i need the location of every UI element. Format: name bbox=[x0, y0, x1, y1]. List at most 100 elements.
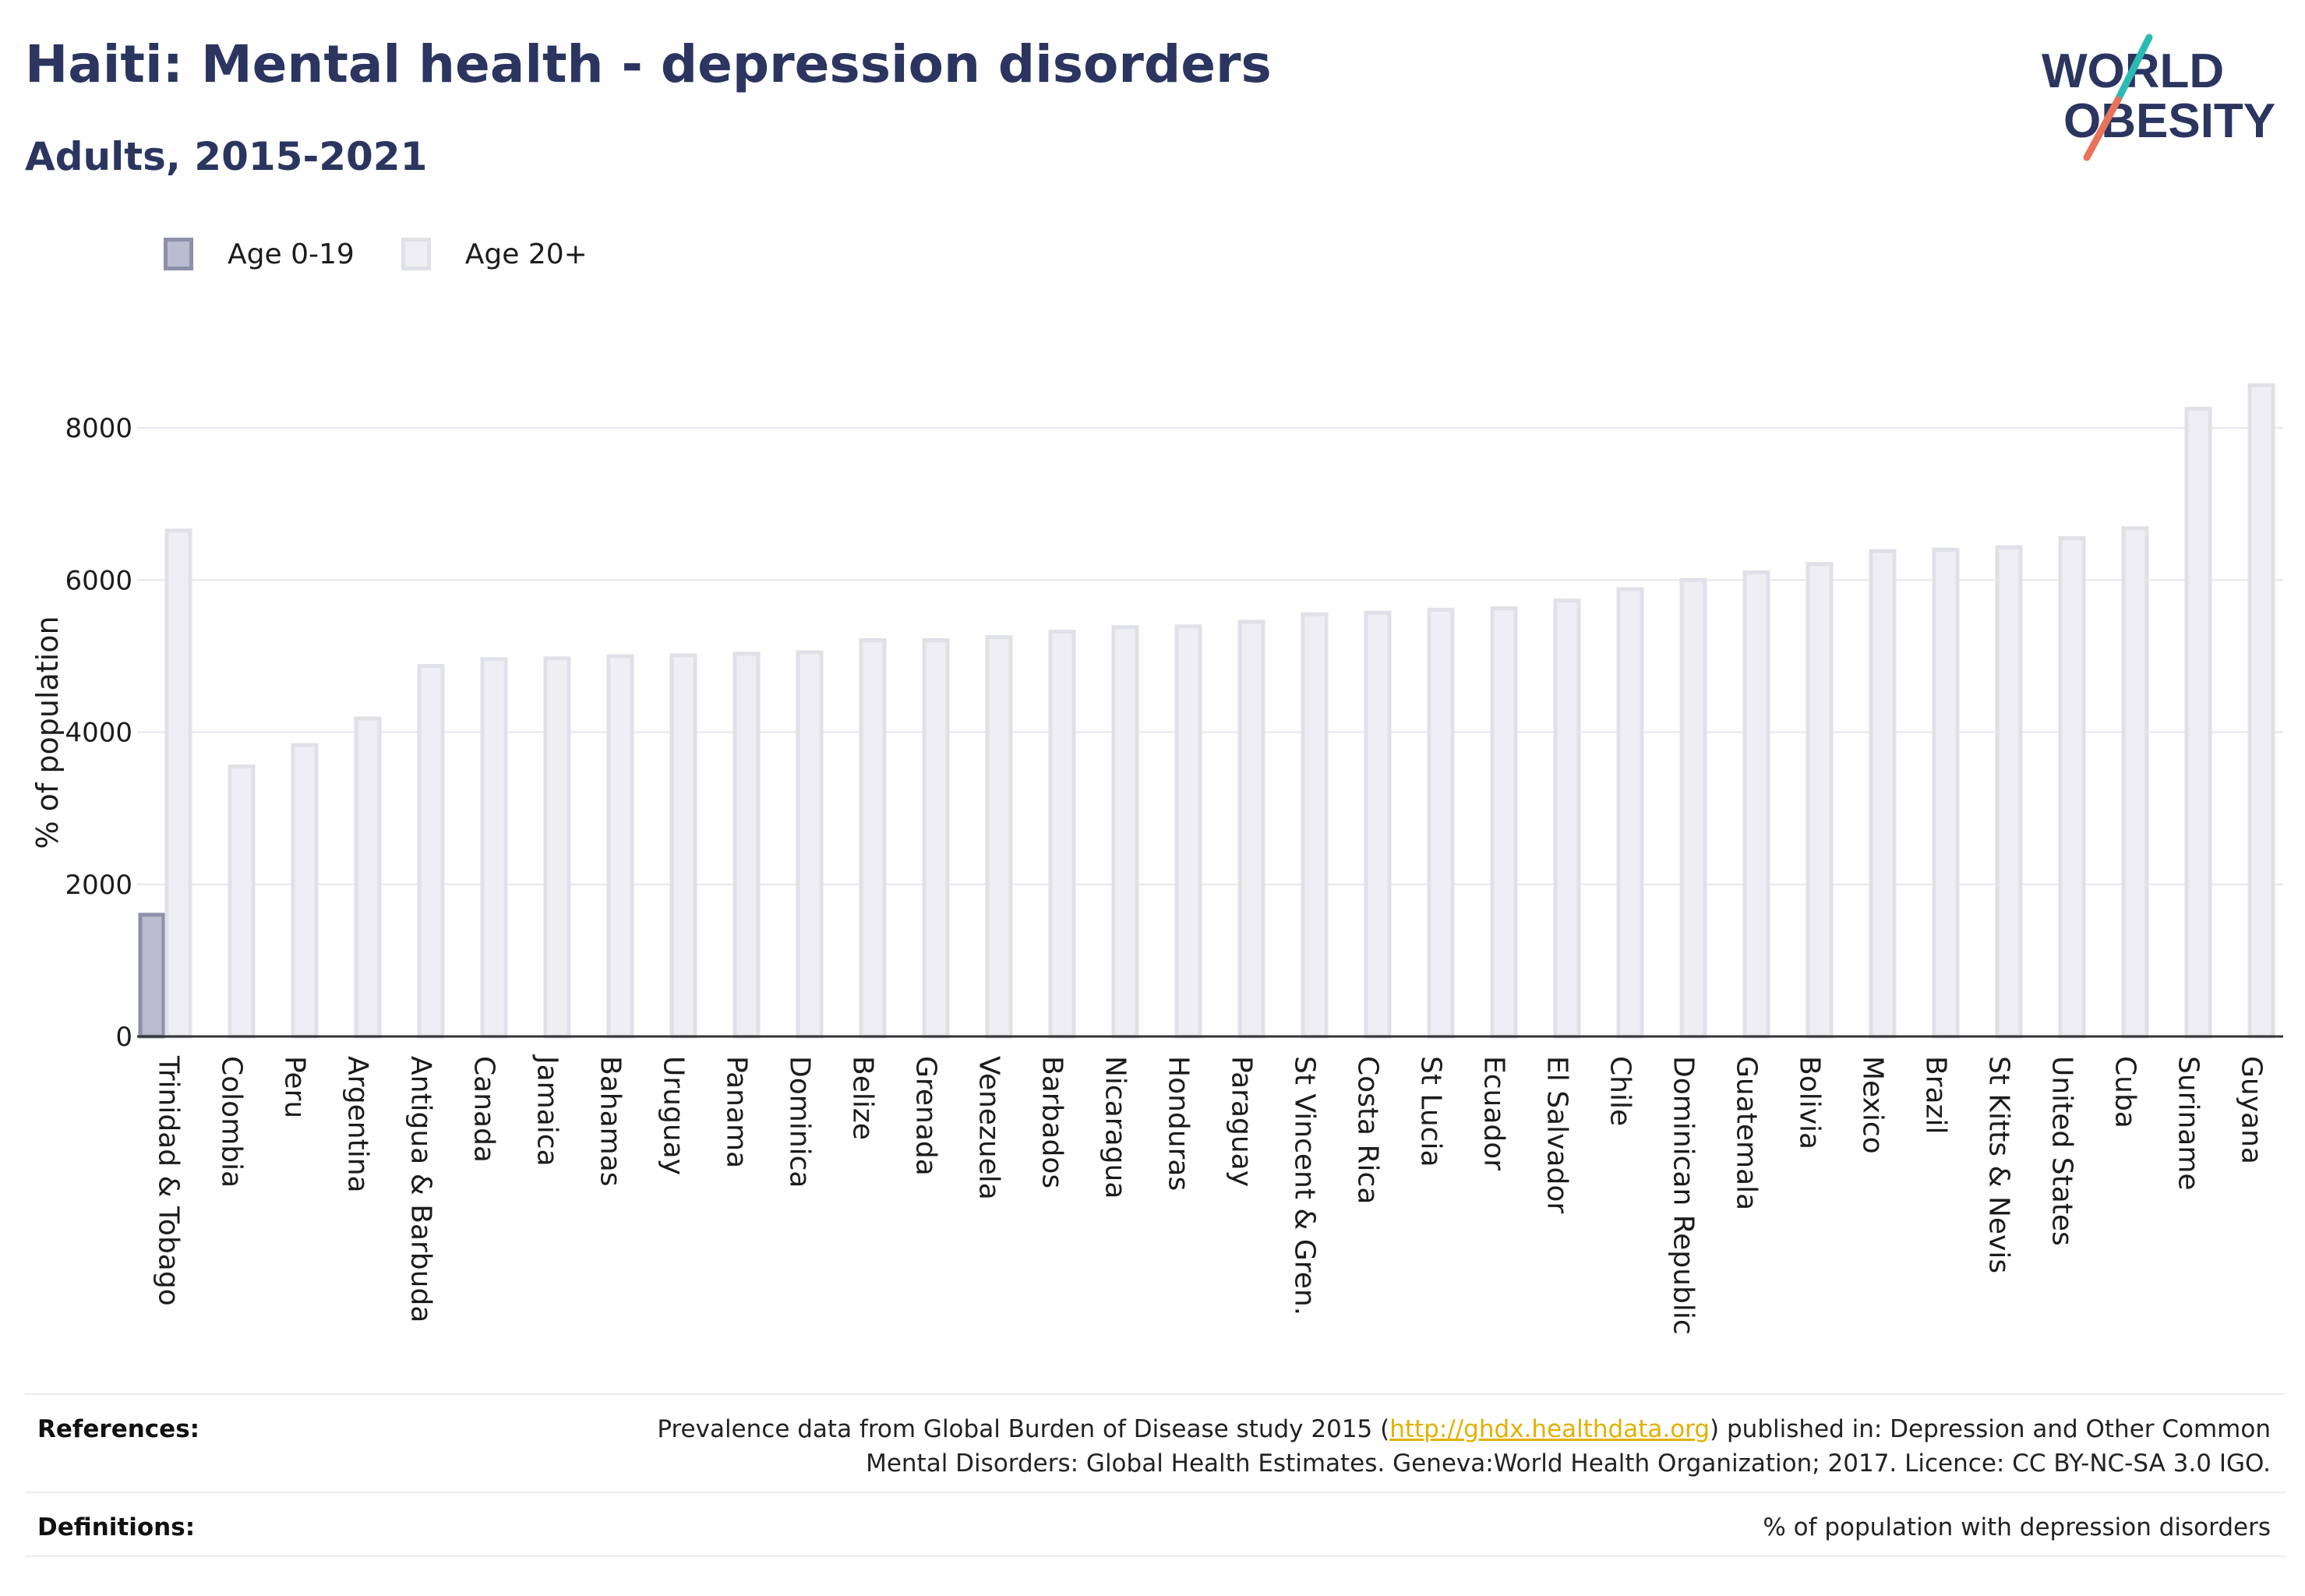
legend-item-age-20-plus[interactable]: Age 20+ bbox=[401, 238, 588, 270]
x-tick-label: St Lucia bbox=[1415, 1056, 1447, 1167]
x-tick-label: Antigua & Barbuda bbox=[405, 1056, 437, 1322]
x-tick-label: Guyana bbox=[2236, 1056, 2268, 1164]
legend-label-age-0-19: Age 0-19 bbox=[228, 238, 355, 270]
bar-age-20-plus bbox=[2247, 383, 2275, 1039]
x-tick-label: Trinidad & Tobago bbox=[153, 1055, 185, 1306]
x-tick-label: Nicaragua bbox=[1100, 1056, 1131, 1199]
bar-age-20-plus bbox=[164, 528, 192, 1039]
definitions-text: % of population with depression disorder… bbox=[1763, 1513, 2271, 1541]
x-tick-label: Ecuador bbox=[1478, 1056, 1510, 1171]
page-subtitle: Adults, 2015-2021 bbox=[25, 134, 428, 179]
bar-age-20-plus bbox=[1742, 570, 1770, 1039]
references-line-2: Mental Disorders: Global Health Estimate… bbox=[866, 1449, 2271, 1478]
references-text: Prevalence data from Global Burden of Di… bbox=[556, 1412, 2271, 1481]
bar-age-20-plus bbox=[922, 637, 950, 1039]
bar-age-20-plus bbox=[1237, 620, 1265, 1039]
legend-item-age-0-19[interactable]: Age 0-19 bbox=[164, 238, 355, 270]
bar-age-20-plus bbox=[1553, 598, 1581, 1039]
x-tick-label: Dominica bbox=[784, 1056, 816, 1188]
y-tick-label: 4000 bbox=[65, 718, 132, 749]
bar-age-20-plus bbox=[1995, 545, 2023, 1039]
logo-slash-teal bbox=[2114, 34, 2153, 104]
y-axis-label: % of population bbox=[30, 616, 65, 849]
x-tick-label: Cuba bbox=[2109, 1056, 2141, 1128]
x-tick-label: St Vincent & Gren. bbox=[1289, 1056, 1321, 1315]
bar-age-20-plus bbox=[732, 651, 761, 1039]
bar-age-20-plus bbox=[543, 656, 571, 1039]
world-obesity-logo: WORLD OBESITY bbox=[2042, 34, 2275, 161]
x-tick-label: Paraguay bbox=[1226, 1056, 1258, 1187]
x-tick-label: St Kitts & Nevis bbox=[1983, 1056, 2015, 1273]
bar-age-20-plus bbox=[1490, 606, 1518, 1039]
bar-age-20-plus bbox=[1806, 562, 1834, 1039]
bar-chart: 0 2000 4000 6000 8000 % of population Trinidad… bbox=[30, 383, 2283, 1335]
x-tick-label: Canada bbox=[468, 1056, 500, 1163]
references-line-1: Prevalence data from Global Burden of Di… bbox=[556, 1412, 2271, 1446]
x-tick-label: Bolivia bbox=[1794, 1056, 1826, 1149]
y-tick-label: 2000 bbox=[65, 870, 132, 901]
x-tick-label: Brazil bbox=[1920, 1056, 1952, 1134]
x-tick-label: El Salvador bbox=[1541, 1056, 1573, 1213]
bar-age-20-plus bbox=[354, 716, 382, 1039]
definitions-label: Definitions: bbox=[37, 1513, 196, 1541]
bar-age-20-plus bbox=[1616, 587, 1644, 1039]
x-tick-label: Chile bbox=[1604, 1056, 1636, 1126]
bar-age-20-plus bbox=[480, 657, 508, 1039]
bar-age-20-plus bbox=[1174, 624, 1202, 1039]
bar-age-20-plus bbox=[1111, 625, 1139, 1039]
x-tick-label: Argentina bbox=[342, 1056, 374, 1193]
bar-age-20-plus bbox=[2058, 536, 2086, 1039]
x-tick-label: Panama bbox=[721, 1056, 753, 1168]
x-tick-label: Costa Rica bbox=[1352, 1056, 1384, 1204]
bar-age-20-plus bbox=[1679, 577, 1707, 1039]
legend-swatch-age-0-19 bbox=[164, 238, 193, 270]
bar-age-20-plus bbox=[228, 764, 256, 1039]
logo-slash-coral bbox=[2083, 96, 2122, 161]
x-tick-label: Mexico bbox=[1857, 1056, 1889, 1154]
y-tick-label: 0 bbox=[115, 1022, 132, 1053]
x-tick-label: Suriname bbox=[2173, 1056, 2204, 1191]
bar-age-20-plus bbox=[985, 634, 1013, 1039]
footer-divider-bottom bbox=[25, 1555, 2285, 1557]
references-pre: Prevalence data from Global Burden of Di… bbox=[657, 1415, 1390, 1443]
y-tick-label: 6000 bbox=[65, 565, 132, 596]
x-tick-label: United States bbox=[2046, 1056, 2078, 1246]
x-tick-label: Venezuela bbox=[973, 1056, 1005, 1200]
bar-age-20-plus bbox=[2121, 526, 2149, 1039]
references-link[interactable]: http://ghdx.healthdata.org bbox=[1389, 1415, 1710, 1443]
references-label: References: bbox=[37, 1415, 200, 1443]
bar-age-20-plus bbox=[669, 653, 697, 1039]
bar-age-20-plus bbox=[1427, 607, 1455, 1039]
x-tick-label: Barbados bbox=[1036, 1056, 1068, 1188]
bar-age-20-plus bbox=[606, 654, 634, 1039]
bar-age-20-plus bbox=[796, 650, 824, 1039]
bar-age-20-plus bbox=[1932, 547, 1960, 1039]
y-tick-label: 8000 bbox=[65, 413, 132, 444]
bar-age-20-plus bbox=[2184, 407, 2212, 1039]
x-tick-label: Peru bbox=[279, 1056, 311, 1118]
bar-age-0-19 bbox=[138, 913, 166, 1039]
x-tick-label: Belize bbox=[847, 1056, 879, 1140]
page-title: Haiti: Mental health - depression disord… bbox=[25, 34, 1272, 94]
x-tick-label: Bahamas bbox=[595, 1056, 627, 1187]
legend-swatch-age-20-plus bbox=[401, 238, 431, 270]
x-tick-label: Grenada bbox=[910, 1056, 942, 1176]
bar-age-20-plus bbox=[1869, 549, 1897, 1039]
x-tick-label: Guatemala bbox=[1731, 1056, 1763, 1210]
footer-divider-top bbox=[25, 1393, 2285, 1395]
x-tick-label: Jamaica bbox=[531, 1054, 563, 1167]
chart-legend: Age 0-19 Age 20+ bbox=[164, 231, 634, 277]
x-tick-label: Colombia bbox=[216, 1056, 248, 1188]
bar-age-20-plus bbox=[417, 664, 445, 1039]
x-tick-label: Honduras bbox=[1163, 1056, 1195, 1191]
x-tick-label: Uruguay bbox=[658, 1056, 690, 1175]
bar-age-20-plus bbox=[1048, 630, 1076, 1039]
x-tick-label: Dominican Republic bbox=[1668, 1056, 1700, 1335]
legend-label-age-20-plus: Age 20+ bbox=[464, 238, 588, 270]
bar-age-20-plus bbox=[1364, 610, 1392, 1039]
footer-divider-middle bbox=[25, 1492, 2285, 1493]
references-post: ) published in: Depression and Other Com… bbox=[1710, 1415, 2271, 1443]
bar-age-20-plus bbox=[291, 743, 319, 1039]
bar-age-20-plus bbox=[1301, 612, 1329, 1039]
bar-age-20-plus bbox=[859, 637, 887, 1039]
